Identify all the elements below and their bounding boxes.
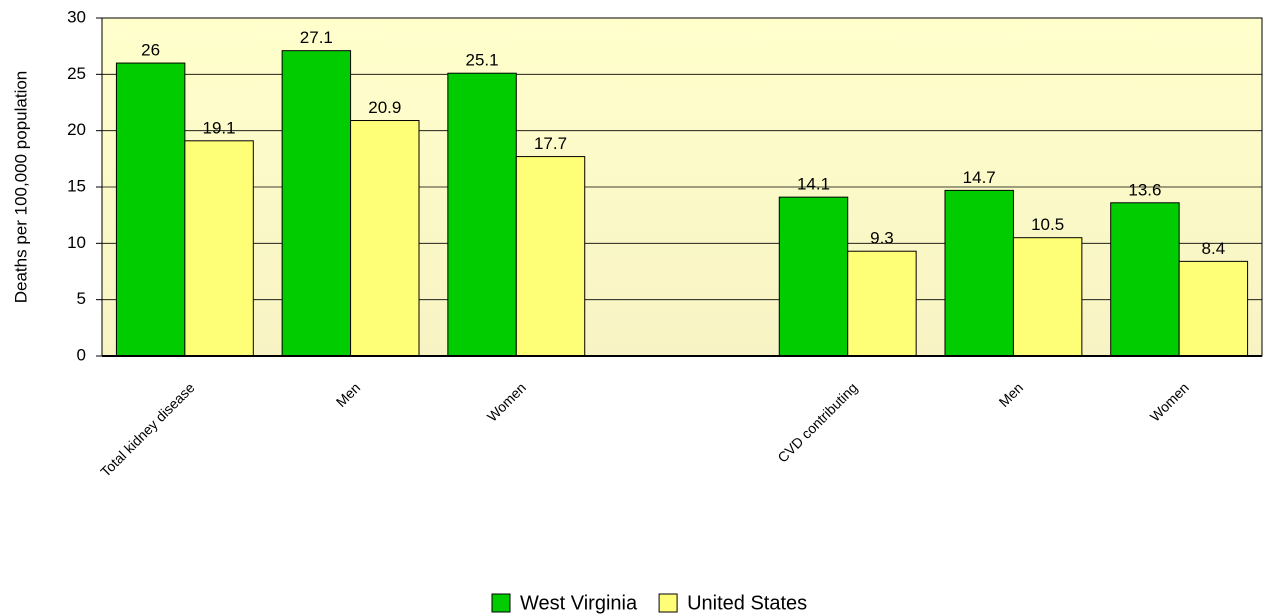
bar [778,196,849,357]
x-tick-label: Total kidney disease [97,379,198,480]
data-label: 8.4 [1202,239,1226,258]
bar [281,50,352,357]
bar [350,120,420,357]
data-label: 10.5 [1031,215,1064,234]
bar [944,189,1014,357]
x-tick-label: Men [333,379,364,410]
data-label: 26 [141,41,160,60]
x-tick-label: Women [1147,379,1192,424]
bar [1178,260,1249,357]
y-tick-label: 30 [67,7,86,26]
y-tick-label: 15 [67,176,86,195]
legend-swatch [658,593,678,613]
bar [1110,202,1180,357]
y-axis-label: Deaths per 100,000 population [11,71,30,304]
data-label: 27.1 [300,28,333,47]
y-tick-label: 25 [67,64,86,83]
x-tick-label: Men [996,379,1027,410]
legend-label: United States [687,592,807,614]
bar [447,72,517,357]
data-label: 13.6 [1128,180,1161,199]
bar [1012,237,1083,357]
bar [847,250,917,357]
data-label: 9.3 [870,229,894,248]
data-label: 14.1 [797,175,830,194]
data-label: 14.7 [963,168,996,187]
y-tick-label: 0 [77,345,86,364]
legend-swatch [491,593,511,613]
y-tick-label: 10 [67,233,86,252]
legend-label: West Virginia [520,592,638,614]
y-tick-label: 5 [77,289,86,308]
bar [115,62,186,357]
bar [184,140,254,357]
data-label: 25.1 [466,51,499,70]
data-label: 19.1 [203,118,236,137]
y-tick-label: 20 [67,120,86,139]
x-tick-label: CVD contributing [774,379,860,465]
data-label: 20.9 [368,98,401,117]
bar [515,156,586,357]
data-label: 17.7 [534,134,567,153]
x-tick-label: Women [484,379,529,424]
